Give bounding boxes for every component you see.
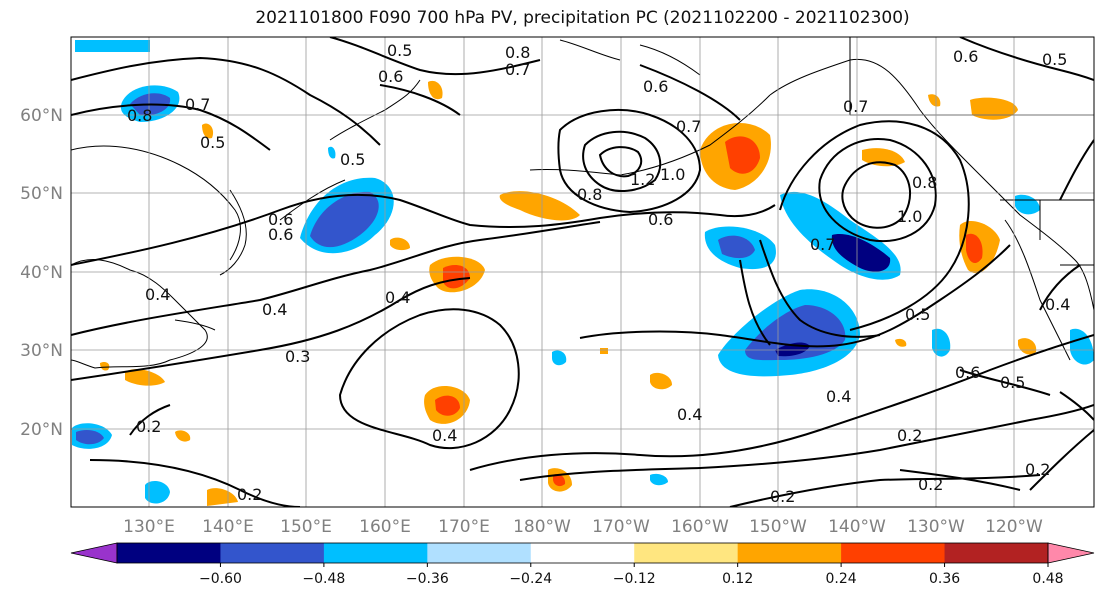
colorbar-tick-label: −0.36 bbox=[406, 571, 449, 587]
contour-label: 0.5 bbox=[387, 41, 412, 60]
contour-label: 0.2 bbox=[1025, 460, 1050, 479]
contour-label: 0.5 bbox=[1000, 373, 1025, 392]
lon-label-120w: 120°W bbox=[985, 517, 1043, 537]
gridlines bbox=[71, 37, 1094, 507]
contour-label: 0.2 bbox=[918, 475, 943, 494]
lon-label-160e: 160°E bbox=[359, 517, 411, 537]
pv-contours bbox=[71, 37, 1094, 507]
contour-label: 0.7 bbox=[843, 97, 868, 116]
map-panel: 0.8 0.5 0.6 0.8 0.7 0.6 0.5 0.7 0.6 0.5 … bbox=[71, 37, 1094, 507]
colorbar-swatch bbox=[634, 543, 739, 563]
contour-label: 0.6 bbox=[953, 47, 978, 66]
contour-label: 0.5 bbox=[1042, 50, 1067, 69]
contour-label: 0.6 bbox=[955, 363, 980, 382]
latitude-labels: 60°N 50°N 40°N 30°N 20°N bbox=[20, 106, 63, 440]
contour-label: 1.0 bbox=[660, 165, 685, 184]
lon-label-150e: 150°E bbox=[280, 517, 332, 537]
contour-label: 0.3 bbox=[285, 347, 310, 366]
contour-label: 0.2 bbox=[897, 426, 922, 445]
lat-label-20n: 20°N bbox=[20, 420, 63, 440]
contour-label: 0.8 bbox=[577, 185, 602, 204]
colorbar-tick-label: 0.36 bbox=[929, 571, 960, 587]
contour-label: 0.5 bbox=[340, 150, 365, 169]
colorbar-extend-high bbox=[1047, 542, 1095, 564]
contour-label: 0.4 bbox=[826, 387, 851, 406]
contour-label: 1.0 bbox=[897, 207, 922, 226]
contour-label: 0.5 bbox=[200, 133, 225, 152]
colorbar-swatch bbox=[220, 543, 325, 563]
lat-label-50n: 50°N bbox=[20, 184, 63, 204]
colorbar-tick-label: −0.24 bbox=[509, 571, 552, 587]
map-frame bbox=[70, 36, 1095, 508]
lon-label-180w: 180°W bbox=[513, 517, 571, 537]
contour-label: 0.6 bbox=[378, 67, 403, 86]
lat-label-40n: 40°N bbox=[20, 263, 63, 283]
lon-label-170e: 170°E bbox=[438, 517, 490, 537]
lon-label-130w: 130°W bbox=[907, 517, 965, 537]
contour-label: 0.4 bbox=[145, 285, 170, 304]
contour-label: 0.4 bbox=[432, 426, 457, 445]
contour-labels: 0.8 0.5 0.6 0.8 0.7 0.6 0.5 0.7 0.6 0.5 … bbox=[127, 41, 1070, 506]
colorbar-tick-label: −0.60 bbox=[199, 571, 242, 587]
colorbar-frame bbox=[116, 542, 1049, 564]
lon-label-140e: 140°E bbox=[202, 517, 254, 537]
colorbar-ticks: −0.60 −0.48 −0.36 −0.24 −0.12 0.12 0.24 0.36 0.4… bbox=[199, 563, 1064, 587]
contour-label: 0.5 bbox=[905, 305, 930, 324]
colorbar-tick-label: −0.48 bbox=[302, 571, 345, 587]
contour-label: 0.4 bbox=[385, 288, 410, 307]
contour-label: 0.2 bbox=[237, 485, 262, 504]
contour-label: 0.6 bbox=[643, 77, 668, 96]
contour-label: 0.8 bbox=[505, 43, 530, 62]
contour-label: 0.6 bbox=[648, 210, 673, 229]
colorbar-tick-label: 0.48 bbox=[1032, 571, 1063, 587]
lat-label-30n: 30°N bbox=[20, 341, 63, 361]
lon-label-140w: 140°W bbox=[828, 517, 886, 537]
colorbar-swatch bbox=[427, 543, 532, 563]
contour-label: 0.8 bbox=[127, 106, 152, 125]
contour-label: 0.7 bbox=[185, 95, 210, 114]
colorbar-swatch bbox=[117, 543, 221, 563]
colorbar-swatch bbox=[944, 543, 1049, 563]
precip-shading bbox=[72, 40, 1094, 506]
colorbar-swatches bbox=[70, 542, 1095, 564]
contour-label: 0.7 bbox=[810, 235, 835, 254]
contour-label: 1.2 bbox=[630, 170, 655, 189]
contour-label: 0.4 bbox=[677, 405, 702, 424]
colorbar-tick-label: −0.12 bbox=[613, 571, 656, 587]
lon-label-170w: 170°W bbox=[592, 517, 650, 537]
map-title: 2021101800 F090 700 hPa PV, precipitatio… bbox=[255, 8, 910, 28]
contour-label: 0.4 bbox=[1045, 295, 1070, 314]
contour-label: 0.6 bbox=[268, 225, 293, 244]
lat-label-60n: 60°N bbox=[20, 106, 63, 126]
colorbar-extend-low bbox=[70, 542, 118, 564]
colorbar-tick-label: 0.12 bbox=[722, 571, 753, 587]
colorbar-swatch bbox=[841, 543, 946, 563]
contour-label: 0.8 bbox=[912, 173, 937, 192]
contour-label: 0.2 bbox=[770, 487, 795, 506]
lon-label-160w: 160°W bbox=[671, 517, 729, 537]
lon-label-130e: 130°E bbox=[123, 517, 175, 537]
colorbar-tick-label: 0.24 bbox=[826, 571, 857, 587]
contour-label: 0.7 bbox=[505, 60, 530, 79]
contour-label: 0.4 bbox=[262, 300, 287, 319]
colorbar: −0.60 −0.48 −0.36 −0.24 −0.12 0.12 0.24 0.36 0.4… bbox=[70, 542, 1095, 587]
lon-label-150w: 150°W bbox=[749, 517, 807, 537]
colorbar-swatch bbox=[737, 543, 842, 563]
contour-label: 0.7 bbox=[676, 117, 701, 136]
contour-label: 0.2 bbox=[136, 417, 161, 436]
contour-label: 0.6 bbox=[268, 210, 293, 229]
longitude-labels: 130°E 140°E 150°E 160°E 170°E 180°W 170°… bbox=[123, 517, 1043, 537]
colorbar-swatch bbox=[530, 543, 635, 563]
colorbar-swatch bbox=[323, 543, 428, 563]
